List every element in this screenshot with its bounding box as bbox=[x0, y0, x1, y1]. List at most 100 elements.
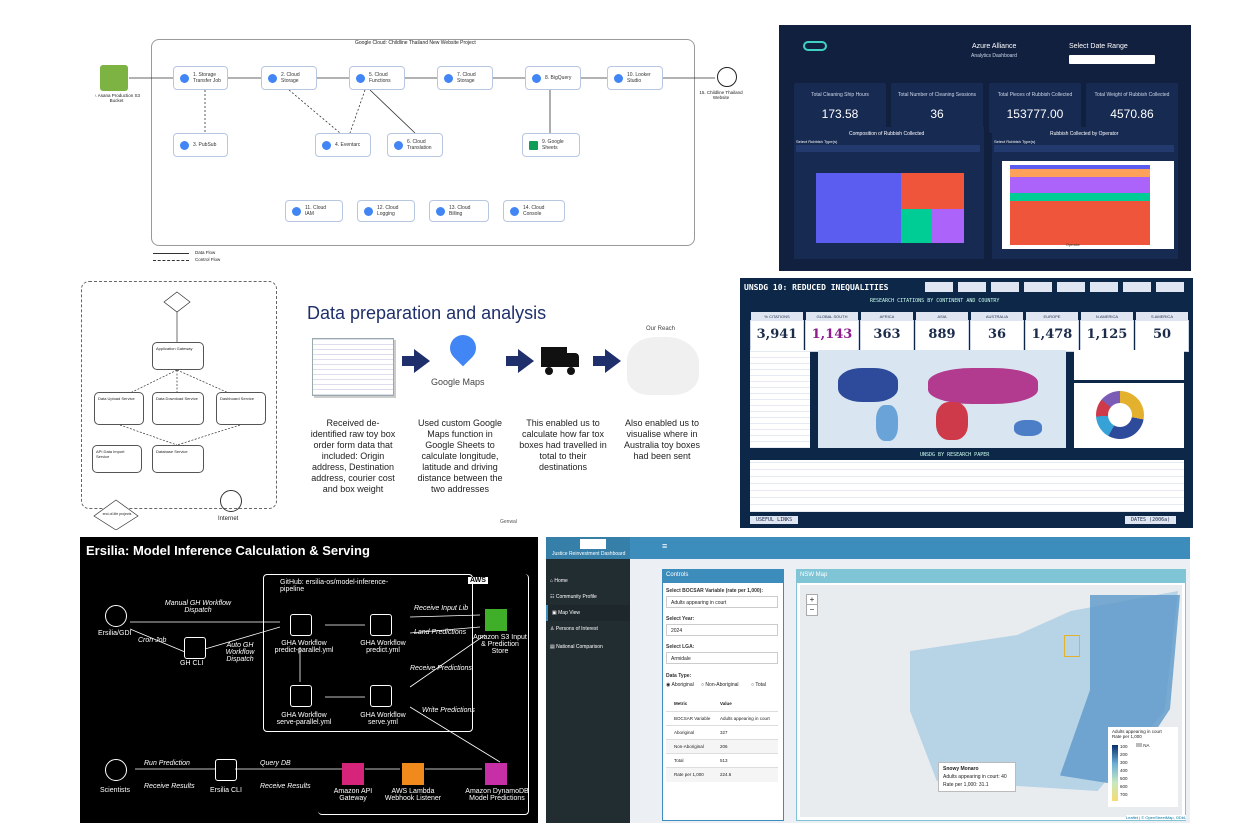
hamburger-menu-icon[interactable]: ≡ bbox=[662, 541, 668, 551]
ersilia-title: Ersilia: Model Inference Calculation & S… bbox=[86, 543, 370, 558]
node-eventarc: 4. Eventarc bbox=[315, 133, 371, 157]
map-title: NSW Map bbox=[800, 572, 828, 578]
ersilia-arrows bbox=[129, 614, 501, 770]
legend-line-solid bbox=[153, 253, 189, 254]
services-frame bbox=[81, 281, 277, 509]
node-api-import: API Data Import Service bbox=[92, 445, 142, 473]
research-paper-table[interactable] bbox=[750, 460, 1184, 512]
workflow-serve: GHA Workflow serve.yml bbox=[360, 712, 406, 726]
nav-persons-of-interest[interactable]: ♙ Persons of Interest bbox=[550, 626, 598, 632]
source-label: 0. Asana Production S3 Bucket bbox=[95, 93, 141, 103]
gcp-architecture-panel: 0. Asana Production S3 Bucket Google Clo… bbox=[95, 35, 745, 265]
dataprep-footer: Genwal bbox=[500, 519, 517, 525]
table-row: BOCSAR Variable Adults appearing in court bbox=[666, 711, 778, 726]
step-3-caption: This enabled us to calculate how far tox… bbox=[519, 418, 607, 472]
composition-filter[interactable] bbox=[796, 145, 980, 152]
end-of-life-label: end-of-life projects bbox=[102, 512, 132, 516]
edge-receive-results-1: Receive Results bbox=[144, 783, 195, 790]
node-looker: 10. Looker Studio bbox=[607, 66, 663, 90]
edge-receive-results-2: Receive Results bbox=[260, 783, 311, 790]
infinity-logo bbox=[803, 41, 827, 51]
azure-subtitle: Analytics Dashboard bbox=[971, 53, 1017, 59]
radio-total[interactable]: ○ Total bbox=[751, 682, 766, 688]
stat-citations: % CITATIONS 3,941 bbox=[750, 312, 804, 352]
year-select[interactable]: 2024 bbox=[666, 624, 778, 636]
country-list[interactable] bbox=[750, 350, 810, 448]
lga-label: Select LGA: bbox=[666, 644, 695, 650]
data-prep-panel: Data preparation and analysis Google Map… bbox=[300, 295, 730, 530]
world-map[interactable] bbox=[818, 350, 1066, 448]
bar-segment bbox=[1010, 177, 1150, 193]
step-4-caption: Also enabled us to visualise where in Au… bbox=[623, 418, 701, 461]
justice-dashboard-panel: Justice Reinvestment Dashboard ≡ ⌂ Home … bbox=[546, 537, 1190, 823]
lga-select[interactable]: Armidale bbox=[666, 652, 778, 664]
bocsar-variable-select[interactable]: Adults appearing in court bbox=[666, 596, 778, 608]
edge-query-db: Query DB bbox=[260, 760, 291, 767]
nav-community-profile[interactable]: ☷ Community Profile bbox=[550, 594, 597, 600]
users-icon: ☷ bbox=[550, 594, 556, 600]
radio-non-aboriginal[interactable]: ○ Non-Aboriginal bbox=[701, 682, 739, 688]
dates-button[interactable]: DATES (2006a) bbox=[1125, 516, 1177, 524]
stat-n-america: N.AMERICA 1,125 bbox=[1080, 312, 1134, 352]
table-row: Aboriginal 327 bbox=[666, 725, 778, 740]
treemap-cell bbox=[931, 209, 964, 243]
legend-title: Adults appearing in court bbox=[1112, 729, 1162, 734]
gauge-chart bbox=[1074, 350, 1184, 380]
nav-national-comparison[interactable]: ▤ National Comparison bbox=[550, 644, 603, 650]
date-range-input[interactable] bbox=[1069, 55, 1155, 64]
bar-segment bbox=[1010, 165, 1150, 169]
workflow-icon bbox=[290, 614, 312, 636]
console-icon bbox=[510, 206, 519, 216]
bar-segment bbox=[1010, 201, 1150, 245]
node-bigquery: 8. BigQuery bbox=[525, 66, 581, 90]
bigquery-icon bbox=[532, 73, 541, 83]
radio-aboriginal[interactable]: ◉ Aboriginal bbox=[666, 682, 694, 688]
billing-icon bbox=[436, 206, 445, 216]
eventarc-icon bbox=[322, 140, 331, 150]
zoom-out-button[interactable]: − bbox=[806, 604, 818, 616]
dynamodb-icon bbox=[485, 763, 507, 785]
google-maps-pin-icon bbox=[444, 329, 482, 367]
nav-map-view[interactable]: ▣ Map View bbox=[546, 605, 630, 621]
treemap-cell bbox=[901, 173, 964, 209]
operator-filter[interactable] bbox=[994, 145, 1174, 152]
aws-label: AWS bbox=[468, 577, 488, 584]
map-legend: Adults appearing in court Rate per 1,000… bbox=[1108, 727, 1178, 807]
internet-globe-icon bbox=[220, 490, 242, 512]
dataprep-title: Data preparation and analysis bbox=[307, 303, 547, 323]
edge-land-predictions: Land Predictions bbox=[414, 629, 467, 636]
globe-icon bbox=[717, 67, 737, 87]
translate-icon bbox=[394, 140, 403, 150]
useful-links-button[interactable]: USEFUL LINKS bbox=[750, 516, 799, 524]
unsdg-title: UNSDG 10: REDUCED INEQUALITIES bbox=[744, 283, 889, 292]
composition-filter-label: Select Rubbish Type(s) bbox=[796, 139, 838, 144]
controls-title: Controls bbox=[666, 572, 689, 578]
stat-africa: AFRICA 363 bbox=[860, 312, 914, 352]
donut-chart bbox=[1074, 383, 1184, 448]
unsdg-filter-buttons[interactable] bbox=[925, 282, 1187, 292]
node-dashboard: Dashboard Service bbox=[216, 392, 266, 425]
legend-gradient bbox=[1112, 745, 1118, 801]
operator-card: Rubbish Collected by Operator Select Rub… bbox=[992, 127, 1178, 259]
kpi-ship-hours: Total Cleaning Ship Hours 173.58 bbox=[794, 83, 886, 133]
edge-manual-dispatch: Manual GH Workflow Dispatch bbox=[164, 600, 232, 614]
year-label: Select Year: bbox=[666, 616, 695, 622]
bar-segment bbox=[1010, 193, 1150, 201]
person-icon: ♙ bbox=[550, 626, 556, 632]
terminal-icon bbox=[184, 637, 206, 659]
node-application-gateway: Application Gateway bbox=[152, 342, 204, 370]
source-bucket bbox=[100, 65, 128, 91]
legend-na: NA bbox=[1136, 743, 1150, 748]
kpi-weight: Total Weight of Rubbish Collected 4570.86 bbox=[1086, 83, 1178, 133]
logo-icon bbox=[580, 539, 606, 549]
edge-run-prediction: Run Prediction bbox=[144, 760, 190, 767]
node-cloud-storage-2: 7. Cloud Storage bbox=[437, 66, 493, 90]
api-gateway-icon bbox=[342, 763, 364, 785]
looker-icon bbox=[614, 73, 623, 83]
workflow-serve-parallel: GHA Workflow serve-parallel.yml bbox=[276, 712, 332, 726]
storage-icon bbox=[444, 73, 453, 83]
unsdg-dashboard-panel: UNSDG 10: REDUCED INEQUALITIES RESEARCH … bbox=[740, 278, 1193, 528]
tooltip-region: Snowy Monaro bbox=[943, 766, 979, 772]
storage-icon bbox=[268, 73, 277, 83]
nav-home[interactable]: ⌂ Home bbox=[550, 578, 568, 584]
